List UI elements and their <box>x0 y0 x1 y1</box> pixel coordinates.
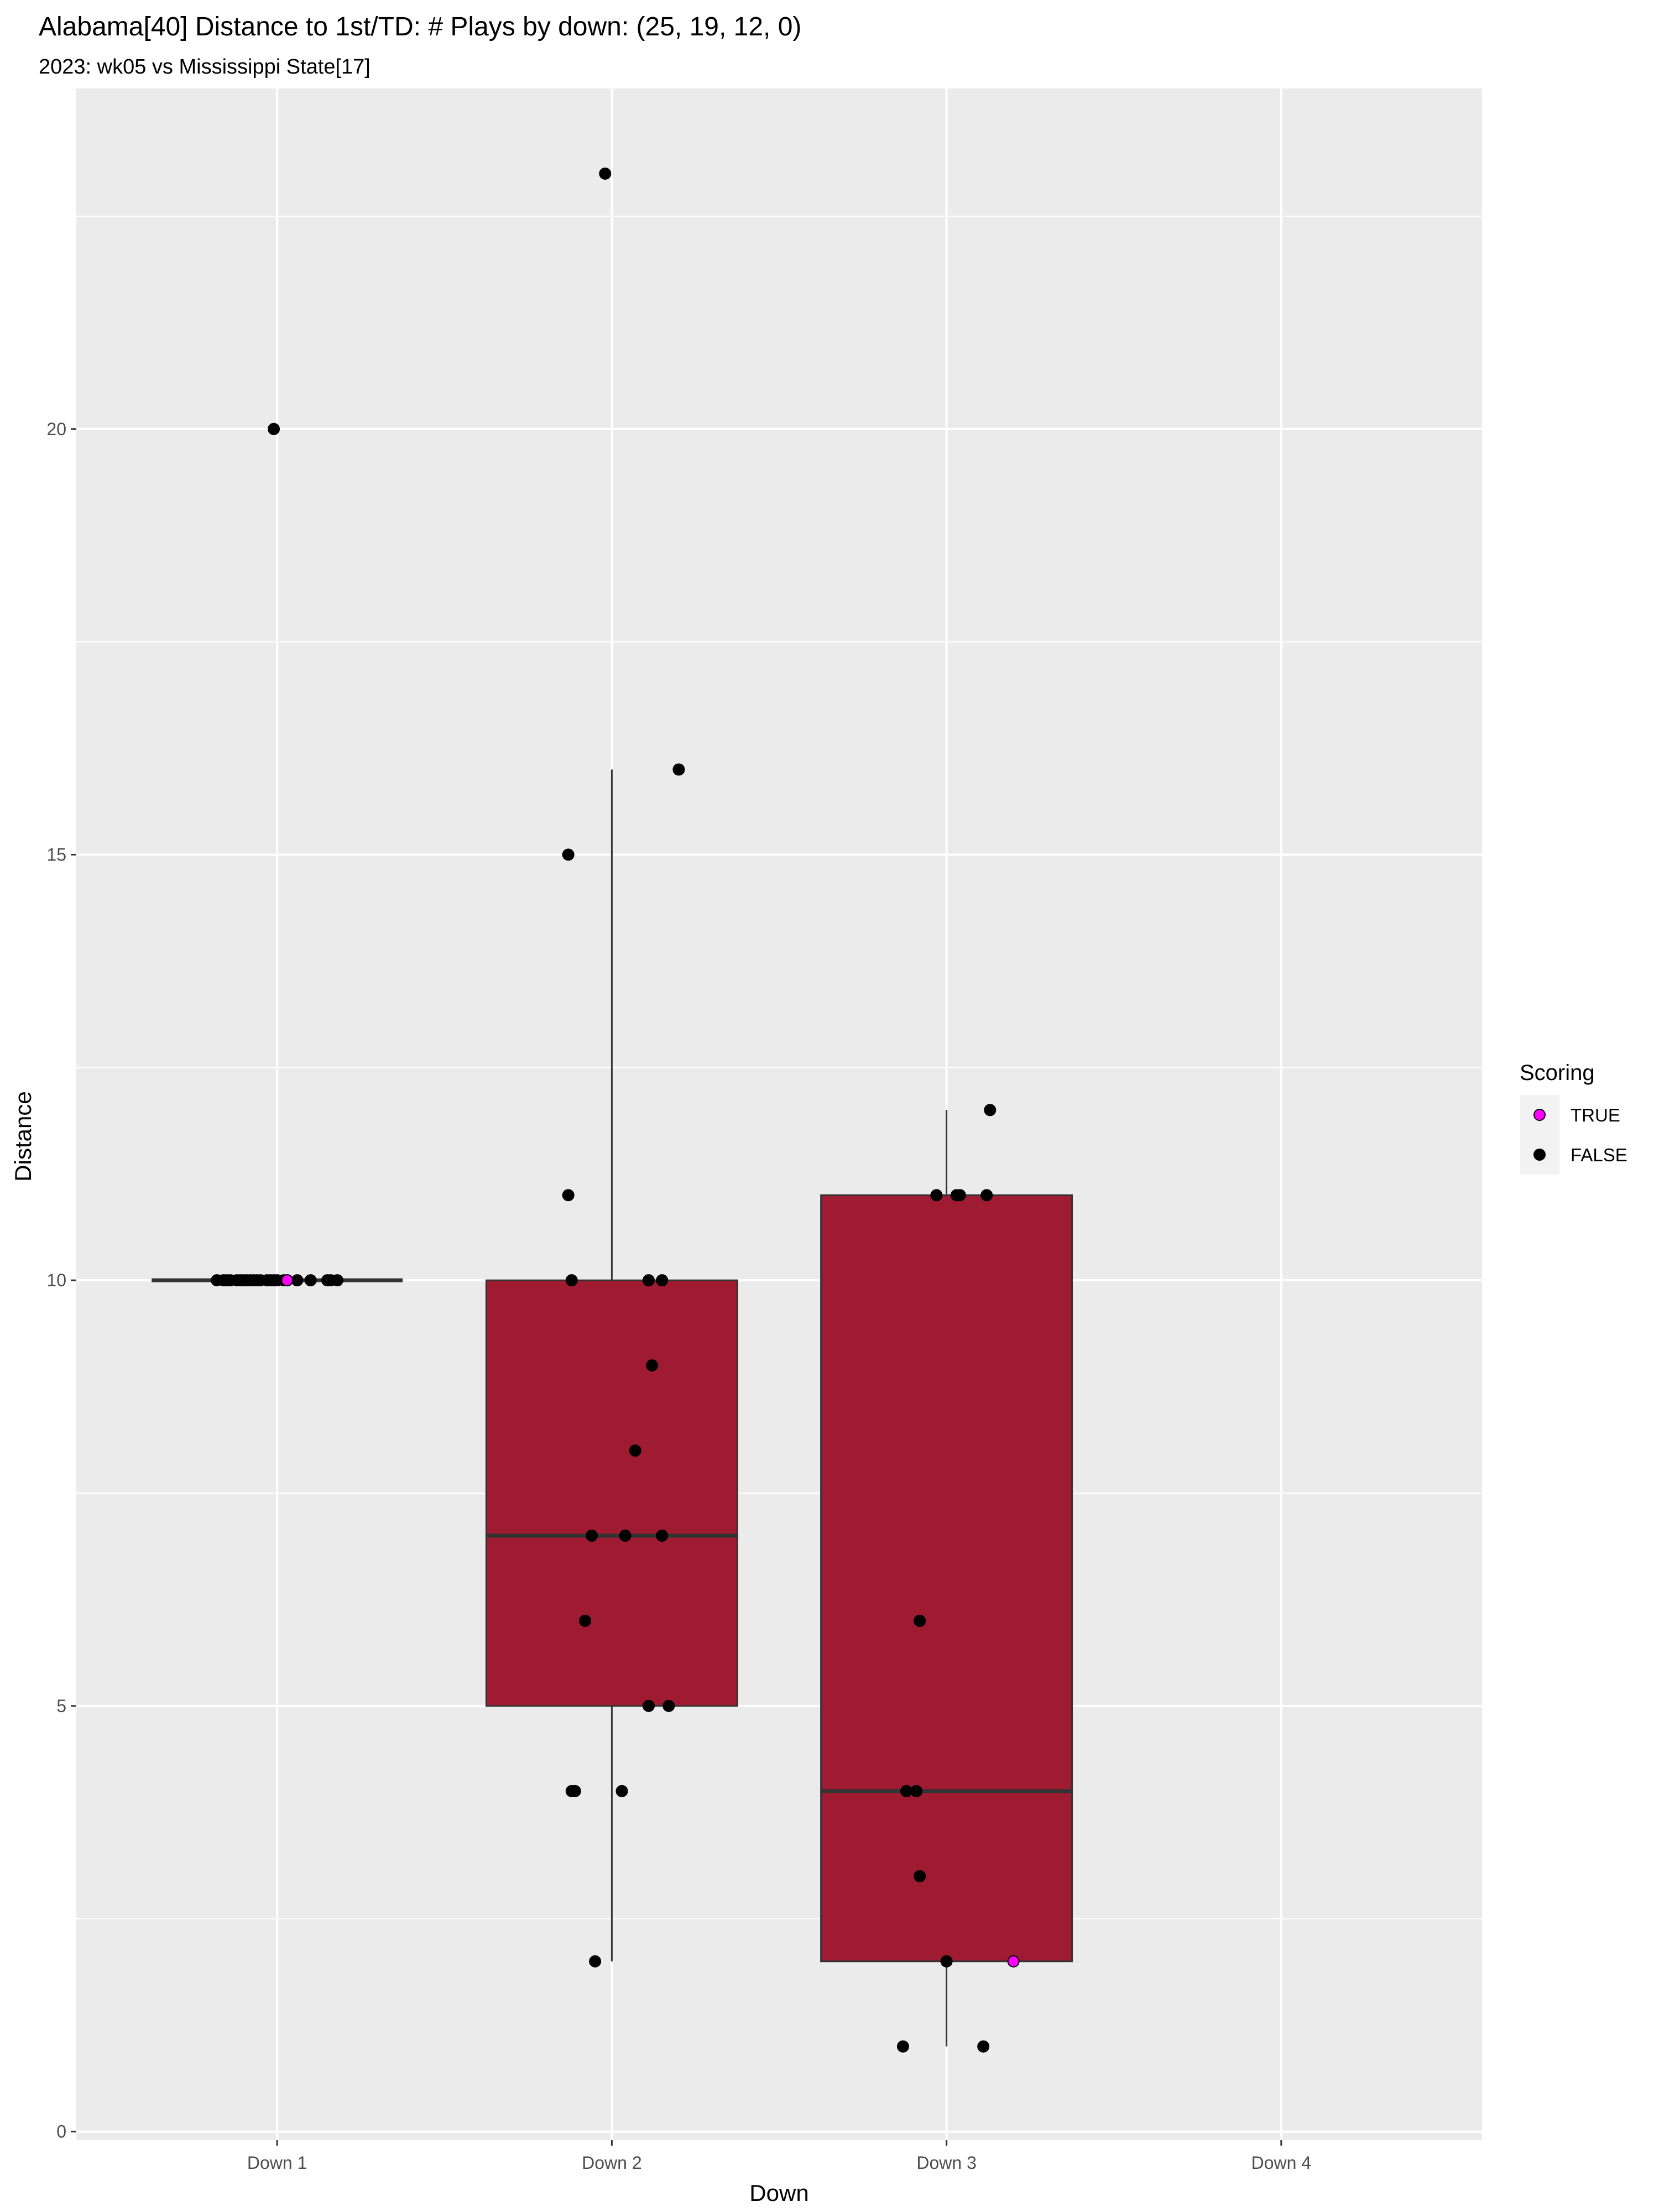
legend-label: TRUE <box>1571 1105 1620 1125</box>
legend: Scoring TRUE FALSE <box>1520 1061 1627 1175</box>
point-scoring-false <box>586 1530 598 1542</box>
y-tick-label: 15 <box>46 844 66 864</box>
point-scoring-false <box>984 1104 997 1117</box>
x-tick-label: Down 1 <box>247 2153 307 2173</box>
point-scoring-false <box>304 1274 317 1287</box>
legend-key-point <box>1533 1149 1546 1161</box>
y-tick-label: 10 <box>46 1270 66 1290</box>
point-scoring-false <box>953 1189 966 1202</box>
chart-title: Alabama[40] Distance to 1st/TD: # Plays … <box>39 12 801 41</box>
point-scoring-false <box>980 1189 993 1202</box>
x-tick-label: Down 3 <box>916 2153 977 2173</box>
point-scoring-false <box>599 167 612 180</box>
point-scoring-false <box>896 2040 909 2053</box>
point-scoring-false <box>568 1785 581 1797</box>
chart-subtitle: 2023: wk05 vs Mississippi State[17] <box>39 55 371 79</box>
plot-panel <box>76 88 1482 2140</box>
point-scoring-false <box>646 1359 659 1372</box>
legend-label: FALSE <box>1571 1145 1627 1165</box>
point-scoring-false <box>565 1274 578 1287</box>
point-scoring-false <box>615 1785 628 1797</box>
y-tick-label: 0 <box>56 2122 66 2142</box>
point-scoring-false <box>910 1785 923 1797</box>
point-scoring-false <box>629 1444 641 1457</box>
legend-entries: TRUE FALSE <box>1520 1095 1627 1175</box>
point-scoring-true <box>1007 1955 1020 1968</box>
point-scoring-false <box>562 1189 575 1202</box>
point-scoring-false <box>562 848 575 861</box>
point-scoring-false <box>589 1955 602 1968</box>
point-scoring-false <box>291 1274 304 1287</box>
legend-key-point <box>1533 1109 1546 1121</box>
point-scoring-false <box>642 1699 655 1712</box>
point-scoring-false <box>578 1614 591 1627</box>
x-tick-label: Down 2 <box>582 2153 642 2173</box>
point-scoring-false <box>900 1785 912 1797</box>
point-scoring-false <box>662 1699 675 1712</box>
point-scoring-false <box>656 1530 669 1542</box>
point-scoring-false <box>619 1530 632 1542</box>
point-scoring-true <box>281 1274 294 1287</box>
point-scoring-false <box>642 1274 655 1287</box>
x-tick-label: Down 4 <box>1251 2153 1312 2173</box>
point-scoring-false <box>268 422 280 435</box>
box <box>485 1279 738 1707</box>
y-axis-title: Distance <box>10 1091 36 1181</box>
y-tick-label: 5 <box>56 1696 66 1716</box>
point-scoring-false <box>914 1870 926 1882</box>
x-axis: Down 1 Down 2 Down 3 Down 4 <box>247 2140 1311 2173</box>
box <box>820 1194 1073 1963</box>
point-scoring-false <box>977 2040 990 2053</box>
points-layer <box>211 167 1020 2053</box>
point-scoring-false <box>271 1274 284 1287</box>
y-tick-label: 20 <box>46 419 66 439</box>
point-scoring-false <box>914 1614 926 1627</box>
x-axis-title: Down <box>749 2180 808 2206</box>
legend-title: Scoring <box>1520 1061 1595 1085</box>
point-scoring-false <box>656 1274 669 1287</box>
point-scoring-false <box>672 763 685 776</box>
point-scoring-false <box>940 1955 953 1968</box>
y-axis: 0 5 10 15 20 <box>46 419 76 2142</box>
point-scoring-false <box>331 1274 344 1287</box>
point-scoring-false <box>930 1189 943 1202</box>
boxes-layer <box>152 769 1073 2047</box>
